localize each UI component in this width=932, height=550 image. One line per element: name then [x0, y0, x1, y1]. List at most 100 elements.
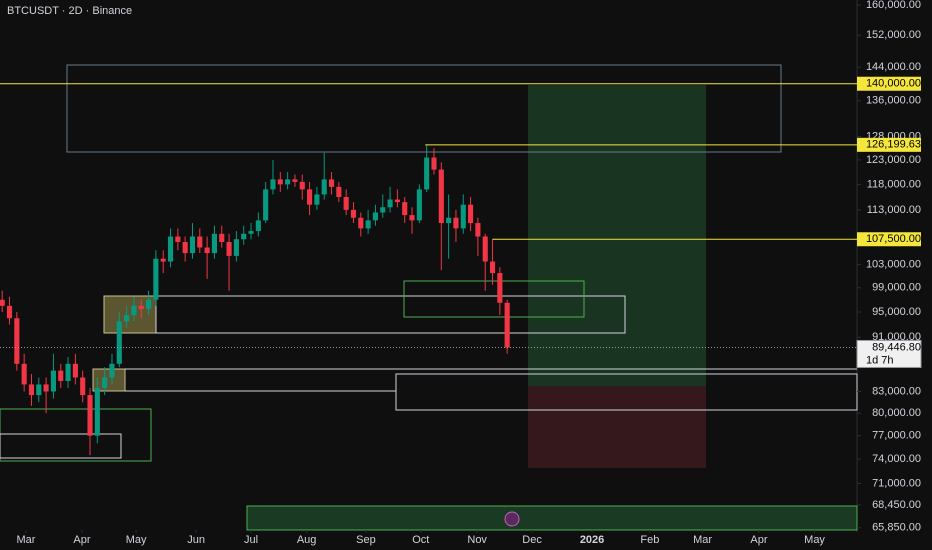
y-tick-label: 136,000.00 [866, 95, 921, 107]
candle-body [453, 217, 459, 229]
y-tick-label: 144,000.00 [866, 61, 921, 73]
candle-body [277, 179, 283, 185]
candle-body [292, 179, 298, 182]
candle-body [255, 220, 261, 232]
y-tick-label: 152,000.00 [866, 29, 921, 41]
zone-box [66, 64, 782, 153]
last-price-label: 89,446.80 [872, 341, 921, 353]
candle-body [189, 236, 196, 254]
candle-body [87, 395, 93, 436]
x-tick-label: Mar [693, 534, 712, 546]
candle-body [204, 247, 210, 254]
candle-body [36, 384, 42, 396]
y-tick-label: 77,000.00 [872, 430, 921, 442]
volume-zone [246, 505, 858, 531]
y-tick-label: 71,000.00 [872, 477, 921, 489]
price-line-label: 107,500.00 [866, 233, 921, 245]
candle-body [394, 199, 400, 203]
x-tick-label: Feb [640, 534, 659, 546]
candle-body [402, 202, 408, 216]
candle-body [160, 258, 166, 262]
price-line-label-bg [857, 137, 921, 152]
candle-body [314, 194, 320, 205]
candle-body [167, 236, 174, 262]
zone-box [92, 368, 126, 392]
candle-body [65, 363, 71, 381]
candle-body [80, 377, 86, 396]
candle-body [50, 370, 56, 392]
price-line-label: 140,000.00 [866, 78, 921, 90]
y-tick-label: 123,000.00 [866, 154, 921, 166]
candle-body [409, 215, 415, 221]
candle-body [497, 273, 503, 303]
long-profit-zone [528, 85, 706, 386]
candle-body [328, 179, 335, 187]
candle-body [28, 384, 35, 396]
x-tick-label: May [804, 534, 825, 546]
candle-body [460, 204, 466, 229]
price-line-label-bg [857, 76, 921, 91]
price-line-label-bg [857, 232, 921, 247]
candle-body [219, 233, 225, 242]
candle-body [146, 299, 152, 309]
candle-body [380, 207, 386, 213]
zone-box [403, 280, 585, 318]
long-loss-zone [528, 386, 706, 468]
candle-body [94, 387, 100, 436]
candle-body [124, 315, 130, 322]
y-tick-label: 160,000.00 [866, 0, 921, 11]
candle-body [109, 363, 115, 378]
countdown-label: 1d 7h [866, 354, 894, 366]
candle-body [263, 189, 269, 221]
zone-box [0, 408, 152, 462]
candle-body [102, 377, 108, 388]
x-tick-label: Apr [750, 534, 767, 546]
candle-body [175, 236, 181, 242]
y-tick-label: 83,000.00 [872, 385, 921, 397]
x-tick-label: Jun [187, 534, 205, 546]
candle-body [211, 233, 217, 254]
candle-body [182, 241, 188, 254]
candle-body [416, 189, 422, 221]
candle-body [387, 199, 393, 208]
candle-body [6, 305, 13, 319]
event-icon[interactable] [504, 511, 520, 527]
y-tick-label: 68,450.00 [872, 499, 921, 511]
x-tick-label: May [126, 534, 147, 546]
x-tick-label: Nov [467, 534, 487, 546]
candle-body [336, 186, 342, 197]
candle-body [431, 157, 437, 170]
candle-body [475, 223, 481, 237]
candle-body [350, 209, 357, 218]
y-tick-label: 95,000.00 [872, 306, 921, 318]
candle-body [489, 261, 496, 274]
x-tick-label: 2026 [580, 534, 604, 546]
candle-body [116, 321, 122, 364]
y-tick-label: 118,000.00 [867, 178, 921, 190]
candle-body [270, 179, 276, 190]
y-tick-label: 113,000.00 [867, 204, 921, 216]
candle-body [299, 181, 305, 190]
candle-body [343, 196, 349, 210]
y-tick-label: 103,000.00 [866, 258, 921, 270]
candle-body [197, 236, 203, 248]
candle-body [504, 302, 510, 348]
candle-body [365, 220, 371, 229]
last-price-bg [856, 339, 922, 368]
candle-body [248, 231, 254, 234]
y-tick-label: 99,000.00 [872, 282, 921, 294]
candle-body [226, 241, 232, 256]
x-tick-label: Dec [522, 534, 542, 546]
candle-body [285, 179, 291, 185]
chart-title: BTCUSDT · 2D · Binance [7, 5, 132, 17]
candle-body [446, 217, 452, 224]
candle-body [138, 305, 144, 309]
candle-body [424, 157, 430, 190]
price-line-label: 126,199.63 [866, 139, 921, 151]
candle-body [72, 363, 78, 378]
candle-body [0, 299, 5, 306]
candle-body [21, 363, 27, 385]
zone-box [155, 295, 626, 334]
